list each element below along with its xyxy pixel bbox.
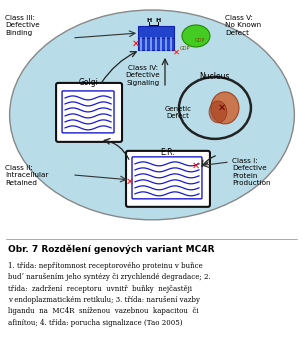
FancyBboxPatch shape bbox=[56, 83, 122, 142]
Ellipse shape bbox=[10, 10, 295, 220]
Text: E.R.: E.R. bbox=[161, 148, 175, 157]
Text: H: H bbox=[155, 18, 161, 23]
Text: Class I:
Defective
Protein
Production: Class I: Defective Protein Production bbox=[232, 158, 271, 186]
FancyBboxPatch shape bbox=[62, 91, 114, 133]
Text: třída:  zadržení  receptoru  uvnitř  buňky  nejčastěji: třída: zadržení receptoru uvnitř buňky n… bbox=[8, 285, 192, 293]
Ellipse shape bbox=[179, 77, 251, 139]
Text: ✕: ✕ bbox=[126, 177, 134, 187]
Text: ✕: ✕ bbox=[192, 161, 200, 171]
Text: H: H bbox=[146, 18, 152, 23]
Text: Class V:
No Known
Defect: Class V: No Known Defect bbox=[225, 15, 261, 36]
FancyBboxPatch shape bbox=[138, 38, 174, 50]
Text: ✕: ✕ bbox=[132, 39, 140, 49]
Text: GDP: GDP bbox=[180, 46, 190, 51]
Ellipse shape bbox=[211, 92, 239, 124]
Text: ✕: ✕ bbox=[218, 103, 226, 113]
Text: ligandu  na  MC4R  sníženou  vazebnou  kapacitou  či: ligandu na MC4R sníženou vazebnou kapaci… bbox=[8, 307, 199, 316]
Text: Golgi: Golgi bbox=[79, 78, 99, 87]
Text: Class II:
Intracellular
Retained: Class II: Intracellular Retained bbox=[5, 165, 48, 186]
Text: Genetic
Defect: Genetic Defect bbox=[165, 106, 191, 119]
FancyBboxPatch shape bbox=[126, 151, 210, 207]
Ellipse shape bbox=[182, 25, 210, 47]
FancyBboxPatch shape bbox=[138, 26, 174, 38]
Text: afinítou; 4. třída: porucha signalizace (Tao 2005): afinítou; 4. třída: porucha signalizace … bbox=[8, 319, 182, 327]
Text: Class III:
Defective
Binding: Class III: Defective Binding bbox=[5, 15, 40, 36]
Text: v endoplazmatickém retikulu; 3. třída: narušení vazby: v endoplazmatickém retikulu; 3. třída: n… bbox=[8, 296, 200, 304]
Text: GDP: GDP bbox=[195, 38, 205, 43]
FancyBboxPatch shape bbox=[132, 157, 202, 199]
Text: Obr. 7 Rozdělení genových variant MC4R: Obr. 7 Rozdělení genových variant MC4R bbox=[8, 244, 215, 254]
Ellipse shape bbox=[209, 101, 227, 123]
Text: Class IV:
Defective
Signaling: Class IV: Defective Signaling bbox=[126, 65, 160, 86]
Text: ✕: ✕ bbox=[172, 47, 179, 57]
Text: budʼ narušením jeho syntézy či zrychlendé degradace; 2.: budʼ narušením jeho syntézy či zrychlend… bbox=[8, 273, 211, 282]
Text: Nucleus: Nucleus bbox=[200, 72, 230, 81]
Text: 1. třída: nepřítomnost receptorového proteinu v buňce: 1. třída: nepřítomnost receptorového pro… bbox=[8, 262, 203, 270]
